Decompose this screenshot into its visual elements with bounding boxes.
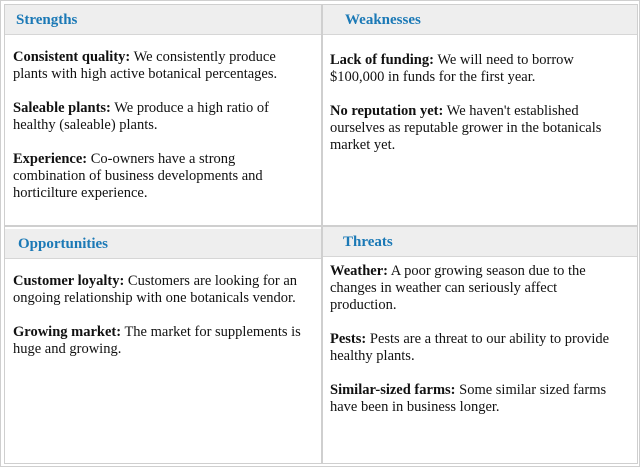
item-label: Consistent quality: xyxy=(13,49,131,65)
threats-heading: Threats xyxy=(323,227,637,257)
strength-item: Experience: Co-owners have a strong comb… xyxy=(13,151,309,202)
item-label: Lack of funding: xyxy=(330,52,434,68)
threat-item: Pests: Pests are a threat to our ability… xyxy=(330,331,625,365)
item-text: We will need to borrow $100,000 in funds… xyxy=(330,52,574,85)
item-text: The market for supplements is huge and g… xyxy=(13,324,301,357)
weaknesses-body: Lack of funding: We will need to borrow … xyxy=(323,35,637,154)
item-text: Pests are a threat to our ability to pro… xyxy=(330,331,610,364)
item-label: Weather: xyxy=(330,263,388,279)
threats-cell: Threats Weather: A poor growing season d… xyxy=(322,226,638,464)
opportunities-heading: Opportunities xyxy=(5,229,321,259)
item-text: A poor growing season due to the changes… xyxy=(330,263,586,313)
item-label: Saleable plants: xyxy=(13,100,111,116)
item-text: Some similar sized farms have been in bu… xyxy=(330,382,607,415)
opportunities-body: Customer loyalty: Customers are looking … xyxy=(5,259,321,358)
weakness-item: No reputation yet: We haven't establishe… xyxy=(330,103,625,154)
strengths-cell: Strengths Consistent quality: We consist… xyxy=(4,4,322,226)
item-text: Customers are looking for an ongoing rel… xyxy=(13,273,298,306)
strength-item: Consistent quality: We consistently prod… xyxy=(13,49,309,83)
item-text: We consistently produce plants with high… xyxy=(13,49,278,82)
strength-item: Saleable plants: We produce a high ratio… xyxy=(13,100,309,134)
threat-item: Similar-sized farms: Some similar sized … xyxy=(330,382,625,416)
strengths-body: Consistent quality: We consistently prod… xyxy=(5,35,321,202)
item-text: Co-owners have a strong combination of b… xyxy=(13,151,263,201)
strengths-heading: Strengths xyxy=(5,5,321,35)
weaknesses-cell: Weaknesses Lack of funding: We will need… xyxy=(322,4,638,226)
threat-item: Weather: A poor growing season due to th… xyxy=(330,263,625,314)
opportunity-item: Customer loyalty: Customers are looking … xyxy=(13,273,309,307)
weakness-item: Lack of funding: We will need to borrow … xyxy=(330,52,625,86)
threats-body: Weather: A poor growing season due to th… xyxy=(323,257,637,416)
item-label: Experience: xyxy=(13,151,88,167)
weaknesses-heading: Weaknesses xyxy=(323,5,637,35)
item-label: No reputation yet: xyxy=(330,103,444,119)
item-label: Growing market: xyxy=(13,324,122,340)
opportunities-cell: Opportunities Customer loyalty: Customer… xyxy=(4,226,322,464)
item-label: Pests: xyxy=(330,331,367,347)
item-text: We haven't established ourselves as repu… xyxy=(330,103,602,153)
item-label: Customer loyalty: xyxy=(13,273,125,289)
opportunity-item: Growing market: The market for supplemen… xyxy=(13,324,309,358)
item-text: We produce a high ratio of healthy (sale… xyxy=(13,100,269,133)
item-label: Similar-sized farms: xyxy=(330,382,456,398)
